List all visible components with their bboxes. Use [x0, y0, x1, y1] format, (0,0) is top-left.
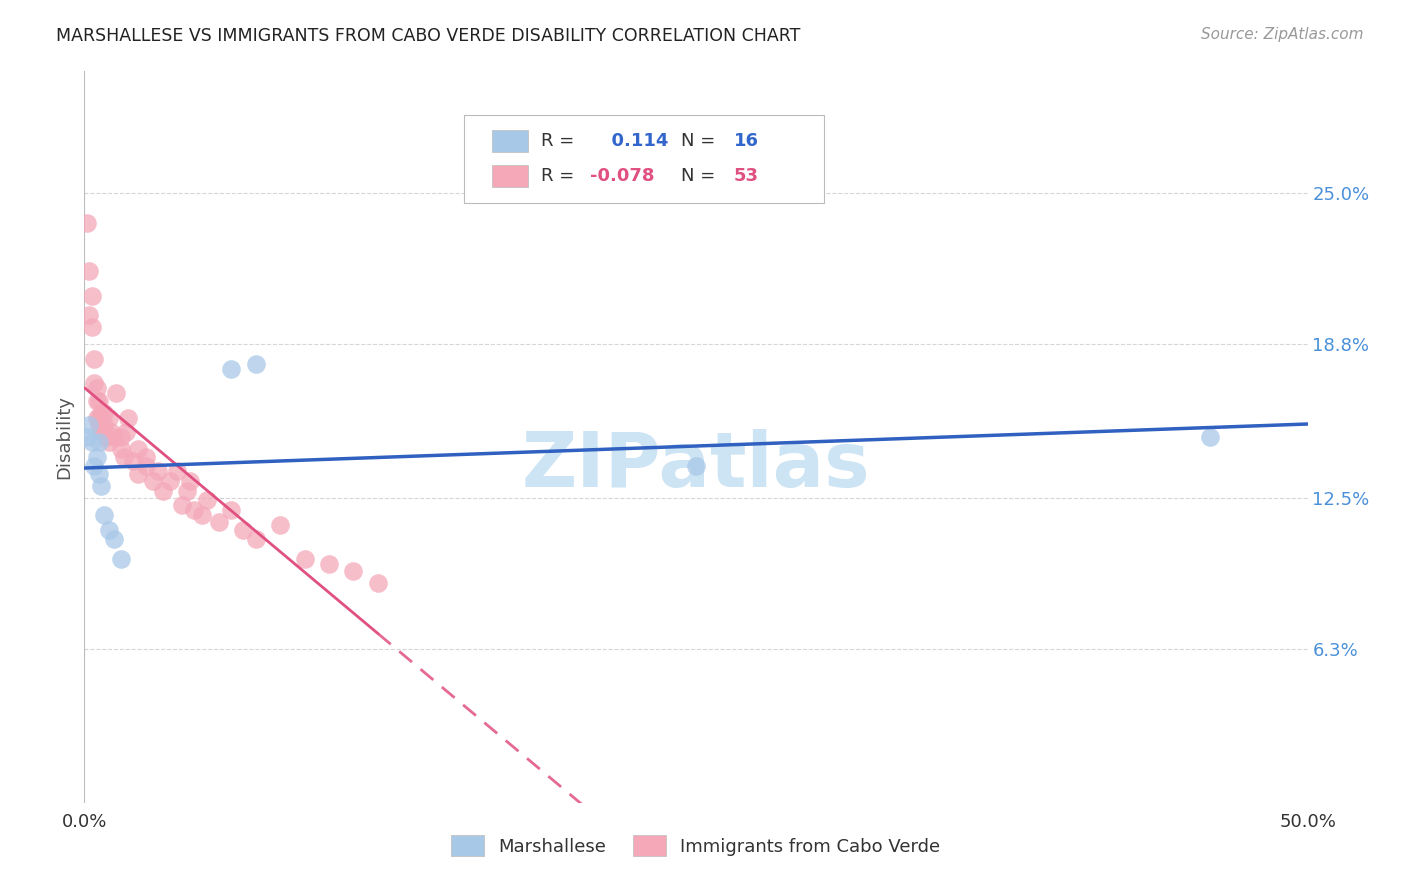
Point — [86, 381, 108, 395]
Point — [179, 474, 201, 488]
Point — [87, 393, 110, 408]
Point — [159, 474, 181, 488]
Point — [76, 430, 98, 444]
Point — [1198, 430, 1220, 444]
Text: R =: R = — [541, 167, 574, 185]
Point — [127, 467, 149, 481]
Point — [86, 450, 108, 464]
Point — [103, 430, 125, 444]
Point — [245, 357, 267, 371]
Text: Source: ZipAtlas.com: Source: ZipAtlas.com — [1201, 27, 1364, 42]
Point — [87, 467, 110, 481]
Point — [342, 564, 364, 578]
Text: MARSHALLESE VS IMMIGRANTS FROM CABO VERDE DISABILITY CORRELATION CHART: MARSHALLESE VS IMMIGRANTS FROM CABO VERD… — [56, 27, 800, 45]
Text: 53: 53 — [734, 167, 759, 185]
Point — [110, 552, 132, 566]
Point — [195, 493, 218, 508]
Point — [176, 483, 198, 498]
Point — [83, 459, 105, 474]
Point — [685, 459, 707, 474]
Point — [245, 533, 267, 547]
Text: R =: R = — [541, 132, 574, 150]
Point — [93, 406, 115, 420]
Text: N =: N = — [682, 167, 716, 185]
Point — [183, 503, 205, 517]
Point — [294, 552, 316, 566]
Point — [191, 508, 214, 522]
Point — [80, 288, 103, 302]
Point — [80, 320, 103, 334]
Point — [77, 308, 100, 322]
Point — [86, 393, 108, 408]
Point — [96, 430, 118, 444]
Text: N =: N = — [682, 132, 716, 150]
Point — [90, 425, 112, 440]
Point — [77, 264, 100, 278]
Point — [87, 417, 110, 432]
Point — [318, 557, 340, 571]
Point — [219, 503, 242, 517]
Point — [93, 417, 115, 432]
Point — [135, 459, 157, 474]
Point — [208, 516, 231, 530]
Point — [112, 450, 135, 464]
Point — [83, 352, 105, 367]
Point — [146, 464, 169, 478]
Point — [269, 517, 291, 532]
Text: -0.078: -0.078 — [589, 167, 654, 185]
Point — [110, 442, 132, 457]
Point — [367, 576, 389, 591]
Point — [142, 474, 165, 488]
Point — [90, 479, 112, 493]
Point — [76, 215, 98, 229]
Point — [97, 434, 120, 449]
Point — [83, 376, 105, 391]
Text: 0.114: 0.114 — [599, 132, 669, 150]
Point — [105, 386, 128, 401]
Point — [97, 410, 120, 425]
Point — [219, 361, 242, 376]
Bar — [492, 130, 529, 152]
Point — [122, 454, 145, 468]
Point — [93, 508, 115, 522]
Bar — [492, 165, 529, 187]
Point — [90, 406, 112, 420]
Point — [86, 410, 108, 425]
Y-axis label: Disability: Disability — [55, 395, 73, 479]
Point — [77, 417, 100, 432]
Point — [166, 464, 188, 478]
Point — [152, 483, 174, 498]
Point — [103, 533, 125, 547]
Legend: Marshallese, Immigrants from Cabo Verde: Marshallese, Immigrants from Cabo Verde — [444, 828, 948, 863]
Point — [87, 410, 110, 425]
Point — [110, 430, 132, 444]
Point — [80, 434, 103, 449]
Point — [100, 425, 122, 440]
Text: ZIPatlas: ZIPatlas — [522, 429, 870, 503]
Point — [135, 450, 157, 464]
Point — [117, 410, 139, 425]
Point — [87, 434, 110, 449]
FancyBboxPatch shape — [464, 115, 824, 203]
Point — [232, 523, 254, 537]
Text: 16: 16 — [734, 132, 759, 150]
Point — [127, 442, 149, 457]
Point — [97, 523, 120, 537]
Point — [172, 499, 194, 513]
Point — [115, 425, 138, 440]
